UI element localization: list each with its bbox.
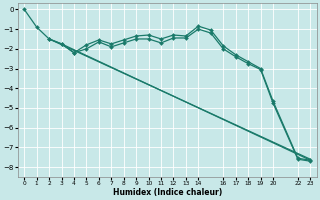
X-axis label: Humidex (Indice chaleur): Humidex (Indice chaleur)	[113, 188, 222, 197]
